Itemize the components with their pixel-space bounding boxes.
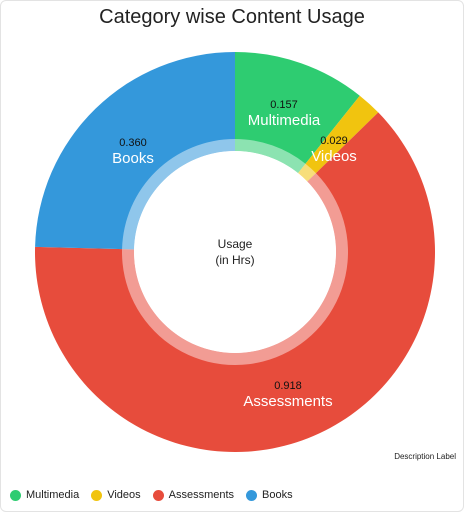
description-label: Description Label xyxy=(394,452,456,461)
legend-swatch-multimedia xyxy=(10,489,21,501)
slice-videos[interactable] xyxy=(298,95,379,182)
slice-value-books: 0.360 xyxy=(119,137,147,149)
center-label-line-2: (in Hrs) xyxy=(215,253,254,267)
legend: Multimedia Videos Assessments Books xyxy=(10,489,293,501)
slice-value-assessments: 0.918 xyxy=(274,380,302,392)
slice-name-books: Books xyxy=(112,150,154,167)
legend-label-multimedia: Multimedia xyxy=(26,489,80,501)
legend-item-assessments[interactable]: Assessments xyxy=(152,489,235,501)
slice-value-videos: 0.029 xyxy=(320,135,348,147)
legend-swatch-assessments xyxy=(152,489,164,501)
inner-ring-assessments xyxy=(122,173,349,365)
legend-label-assessments: Assessments xyxy=(168,489,235,501)
legend-swatch-videos xyxy=(91,489,103,501)
legend-label-videos: Videos xyxy=(107,489,141,501)
legend-swatch-books xyxy=(246,489,258,501)
slice-multimedia[interactable] xyxy=(235,52,360,174)
slice-name-videos: Videos xyxy=(311,148,357,165)
donut-inner-ring xyxy=(122,139,349,365)
slice-name-assessments: Assessments xyxy=(243,393,332,410)
donut-slices xyxy=(34,52,436,453)
inner-ring-multimedia xyxy=(235,139,306,174)
slice-assessments[interactable] xyxy=(34,112,436,453)
legend-item-videos[interactable]: Videos xyxy=(91,489,141,501)
legend-item-books[interactable]: Books xyxy=(246,489,293,501)
chart-title: Category wise Content Usage xyxy=(99,6,365,28)
slice-books[interactable] xyxy=(35,52,235,250)
legend-item-multimedia[interactable]: Multimedia xyxy=(10,489,79,501)
slice-value-multimedia: 0.157 xyxy=(270,99,298,111)
inner-ring-books xyxy=(122,139,235,250)
slice-name-multimedia: Multimedia xyxy=(248,112,321,129)
donut-hole xyxy=(134,151,336,353)
inner-ring-videos xyxy=(298,163,316,182)
legend-label-books: Books xyxy=(262,489,293,501)
center-label-line-1: Usage xyxy=(218,237,253,251)
